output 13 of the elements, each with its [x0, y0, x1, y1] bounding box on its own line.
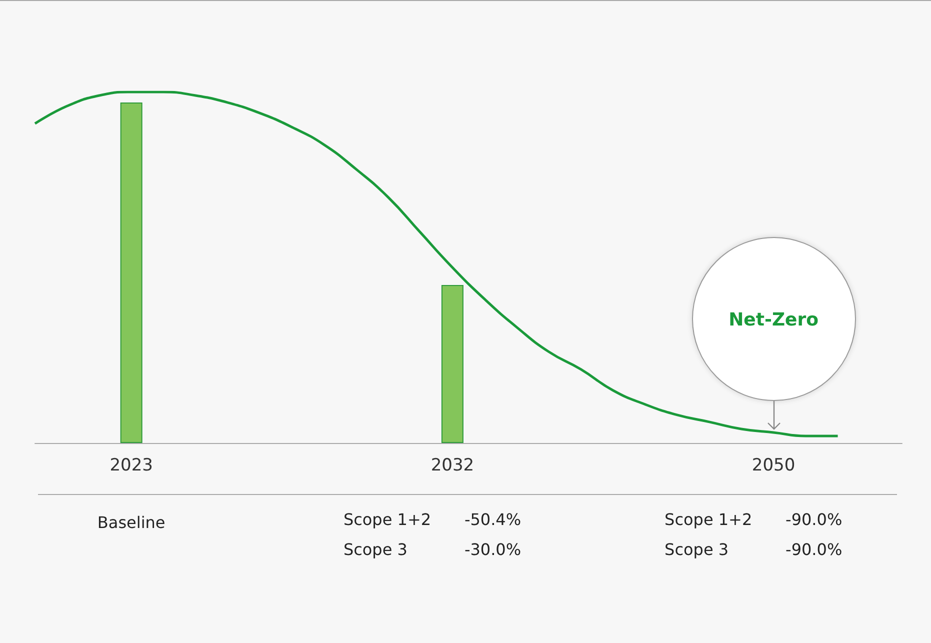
x-tick-label: 2023 [110, 456, 153, 476]
text: Scope 1+2 [664, 510, 752, 529]
text: -90.0% [786, 510, 842, 529]
text: -30.0% [464, 540, 522, 559]
annotation: Net-Zero [728, 310, 818, 330]
text: Scope 3 [664, 540, 729, 559]
text: Scope 1+2 [343, 510, 432, 529]
x-tick-label: 2050 [752, 456, 796, 476]
text: -50.4% [464, 510, 522, 529]
text: Scope 3 [343, 540, 408, 559]
text: -90.0% [786, 540, 842, 559]
text: Baseline [97, 513, 166, 532]
x-tick-label: 2032 [430, 456, 474, 476]
